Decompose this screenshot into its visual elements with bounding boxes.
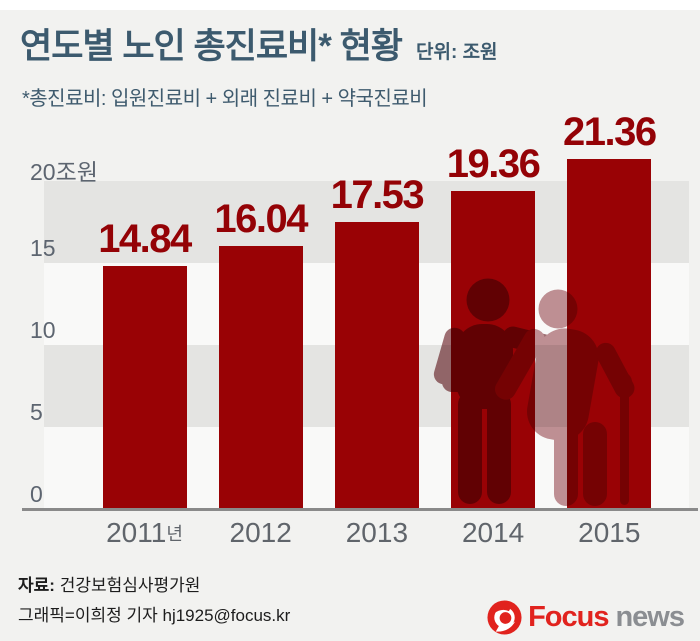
source-line: 자료: 건강보험심사평가원	[18, 571, 200, 596]
x-axis-label: 2012	[191, 517, 331, 549]
y-axis-tick-label: 5	[30, 399, 43, 425]
bar-2011	[102, 266, 187, 509]
page-title: 연도별 노인 총진료비* 현황	[20, 27, 403, 66]
x-axis-label: 2014	[423, 517, 563, 549]
y-axis-tick-label: 10	[30, 317, 56, 343]
bar-value-label: 16.04	[214, 197, 308, 241]
x-axis-label-text: 2011	[106, 517, 167, 548]
elderly-figure	[495, 289, 635, 506]
credit-line: 그래픽=이희정 기자 hj1925@focus.kr	[18, 606, 291, 625]
source-label: 자료:	[18, 576, 55, 595]
source-value: 건강보험심사평가원	[59, 576, 201, 595]
logo-suffix-text: news	[615, 601, 685, 633]
elderly-assist-silhouette-icon	[433, 278, 635, 506]
swirl-logo-icon	[487, 600, 522, 635]
bar-2012	[218, 246, 303, 509]
focus-news-logo: Focus news	[486, 599, 685, 636]
x-axis-label-text: 2012	[229, 517, 292, 548]
bar-value-label: 21.36	[562, 110, 657, 154]
y-axis-tick-label: 15	[30, 235, 56, 261]
logo-brand-text: Focus	[528, 601, 609, 633]
y-axis-tick-label: 20조원	[30, 159, 98, 185]
top-strip	[0, 0, 700, 10]
y-axis-tick-label: 0	[30, 481, 43, 507]
x-axis-label: 2013	[307, 517, 447, 549]
x-axis-line	[22, 508, 698, 511]
unit-label: 단위: 조원	[416, 42, 498, 63]
x-axis-label-text: 2014	[461, 517, 525, 548]
bar-value-label: 14.84	[98, 217, 192, 261]
x-axis-label-suffix: 년	[166, 524, 183, 544]
x-axis-label-text: 2015	[578, 517, 641, 548]
bar-value-label: 17.53	[330, 173, 425, 217]
x-axis-label: 2011년	[75, 517, 215, 549]
x-axis-label: 2015	[539, 517, 679, 549]
header: 연도별 노인 총진료비* 현황 단위: 조원	[20, 18, 498, 69]
bar-2013	[334, 222, 419, 509]
x-axis-label-text: 2013	[345, 517, 409, 548]
footnote-definition: *총진료비: 입원진료비 + 외래 진료비 + 약국진료비	[22, 88, 428, 110]
bar-value-label: 19.36	[446, 142, 541, 186]
